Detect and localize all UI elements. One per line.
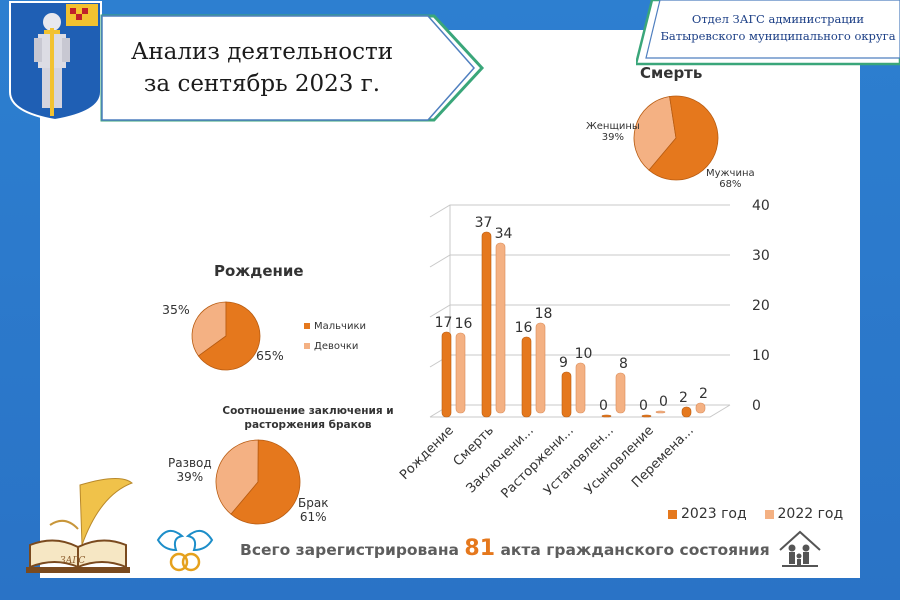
birth-legend: Мальчики Девочки bbox=[304, 317, 366, 357]
x-category-label: Установлен... bbox=[541, 423, 617, 499]
org-line-1: Отдел ЗАГС администрации bbox=[691, 12, 865, 26]
floor-line bbox=[430, 404, 731, 418]
page-title: Анализ деятельности за сентябрь 2023 г. bbox=[112, 36, 412, 100]
death-label-men: Мужчина 68% bbox=[706, 168, 755, 190]
gridline bbox=[429, 304, 730, 318]
bar-2022-6 bbox=[655, 410, 666, 414]
title-line-1: Анализ деятельности bbox=[130, 39, 394, 65]
bar-2022-2 bbox=[495, 242, 506, 414]
bar-2022-5 bbox=[615, 372, 626, 414]
bar-data-label: 0 bbox=[659, 394, 668, 410]
x-category-label: Рождение bbox=[397, 423, 457, 483]
death-label-women: Женщины 39% bbox=[586, 121, 640, 143]
bar-data-label: 16 bbox=[515, 320, 533, 336]
legend-item-girls: Девочки bbox=[304, 337, 366, 357]
gridline bbox=[429, 254, 730, 268]
bar-data-label: 18 bbox=[535, 306, 553, 322]
y-tick-label: 20 bbox=[752, 298, 770, 314]
legend-item-2023: 2023 год bbox=[668, 506, 747, 522]
title-line-2: за сентябрь 2023 г. bbox=[143, 71, 381, 97]
bar-2023-5 bbox=[601, 414, 612, 418]
org-frame bbox=[636, 0, 900, 66]
bar-2023-4 bbox=[561, 371, 572, 418]
bar-data-label: 34 bbox=[495, 226, 513, 242]
pie-slice-2 bbox=[197, 301, 261, 371]
book-quill-icon: ЗАГС bbox=[26, 478, 133, 573]
y-tick-label: 40 bbox=[752, 198, 770, 214]
bar-data-label: 37 bbox=[475, 215, 493, 231]
bar-data-label: 8 bbox=[619, 356, 628, 372]
bar-data-label: 0 bbox=[639, 398, 648, 414]
bar-2022-1 bbox=[455, 332, 466, 414]
death-chart-title: Смерть bbox=[640, 64, 703, 82]
bar-data-label: 9 bbox=[559, 355, 568, 371]
coat-of-arms-icon bbox=[9, 1, 102, 122]
pie-slice-1 bbox=[191, 301, 227, 357]
x-category-label: Расторжени... bbox=[498, 423, 576, 501]
book-caption: ЗАГС bbox=[60, 556, 85, 566]
marriage-pie-chart bbox=[215, 439, 301, 525]
marriage-label-divorce: Развод 39% bbox=[168, 456, 212, 484]
bar-legend: 2023 год 2022 год bbox=[668, 506, 843, 522]
death-pie-chart bbox=[633, 95, 719, 181]
bar-data-label: 16 bbox=[455, 316, 473, 332]
doves-rings-icon bbox=[156, 529, 214, 572]
legend-item-boys: Мальчики bbox=[304, 317, 366, 337]
y-tick-label: 30 bbox=[752, 248, 770, 264]
bar-data-label: 2 bbox=[679, 390, 688, 406]
bar-2022-7 bbox=[695, 402, 706, 414]
birth-pie-chart bbox=[191, 301, 261, 371]
bar-2022-4 bbox=[575, 362, 586, 414]
bar-2023-2 bbox=[481, 231, 492, 418]
bar-2023-6 bbox=[641, 414, 652, 418]
bar-data-label: 2 bbox=[699, 386, 708, 402]
marriage-chart-title: Соотношение заключения и расторжения бра… bbox=[222, 405, 394, 431]
bar-2022-3 bbox=[535, 322, 546, 414]
org-line-2: Батыревского муниципального округа bbox=[660, 29, 896, 43]
bar-2023-3 bbox=[521, 336, 532, 418]
y-tick-label: 0 bbox=[752, 398, 761, 414]
pie-slice-2 bbox=[230, 439, 301, 525]
title-frame bbox=[100, 14, 485, 122]
legend-item-2022: 2022 год bbox=[764, 506, 843, 522]
birth-label-girls: 35% bbox=[162, 302, 190, 317]
total-acts-summary: Всего зарегистрирована 81 акта гражданск… bbox=[240, 536, 770, 561]
pie-slice-1 bbox=[633, 96, 677, 171]
bar-2023-1 bbox=[441, 331, 452, 418]
bar-2023-7 bbox=[681, 406, 692, 418]
x-category-label: Усыновление bbox=[582, 423, 657, 498]
y-tick-label: 10 bbox=[752, 348, 770, 364]
pie-slice-2 bbox=[648, 95, 719, 181]
org-name: Отдел ЗАГС администрации Батыревского му… bbox=[660, 11, 896, 45]
birth-chart-title: Рождение bbox=[214, 262, 304, 280]
bar-data-label: 17 bbox=[435, 315, 453, 331]
birth-label-boys: 65% bbox=[256, 348, 284, 363]
bar-data-label: 10 bbox=[575, 346, 593, 362]
marriage-label-marriage: Брак 61% bbox=[298, 496, 329, 524]
bar-data-label: 0 bbox=[599, 398, 608, 414]
family-icon bbox=[779, 530, 821, 567]
pie-slice-1 bbox=[215, 439, 259, 515]
